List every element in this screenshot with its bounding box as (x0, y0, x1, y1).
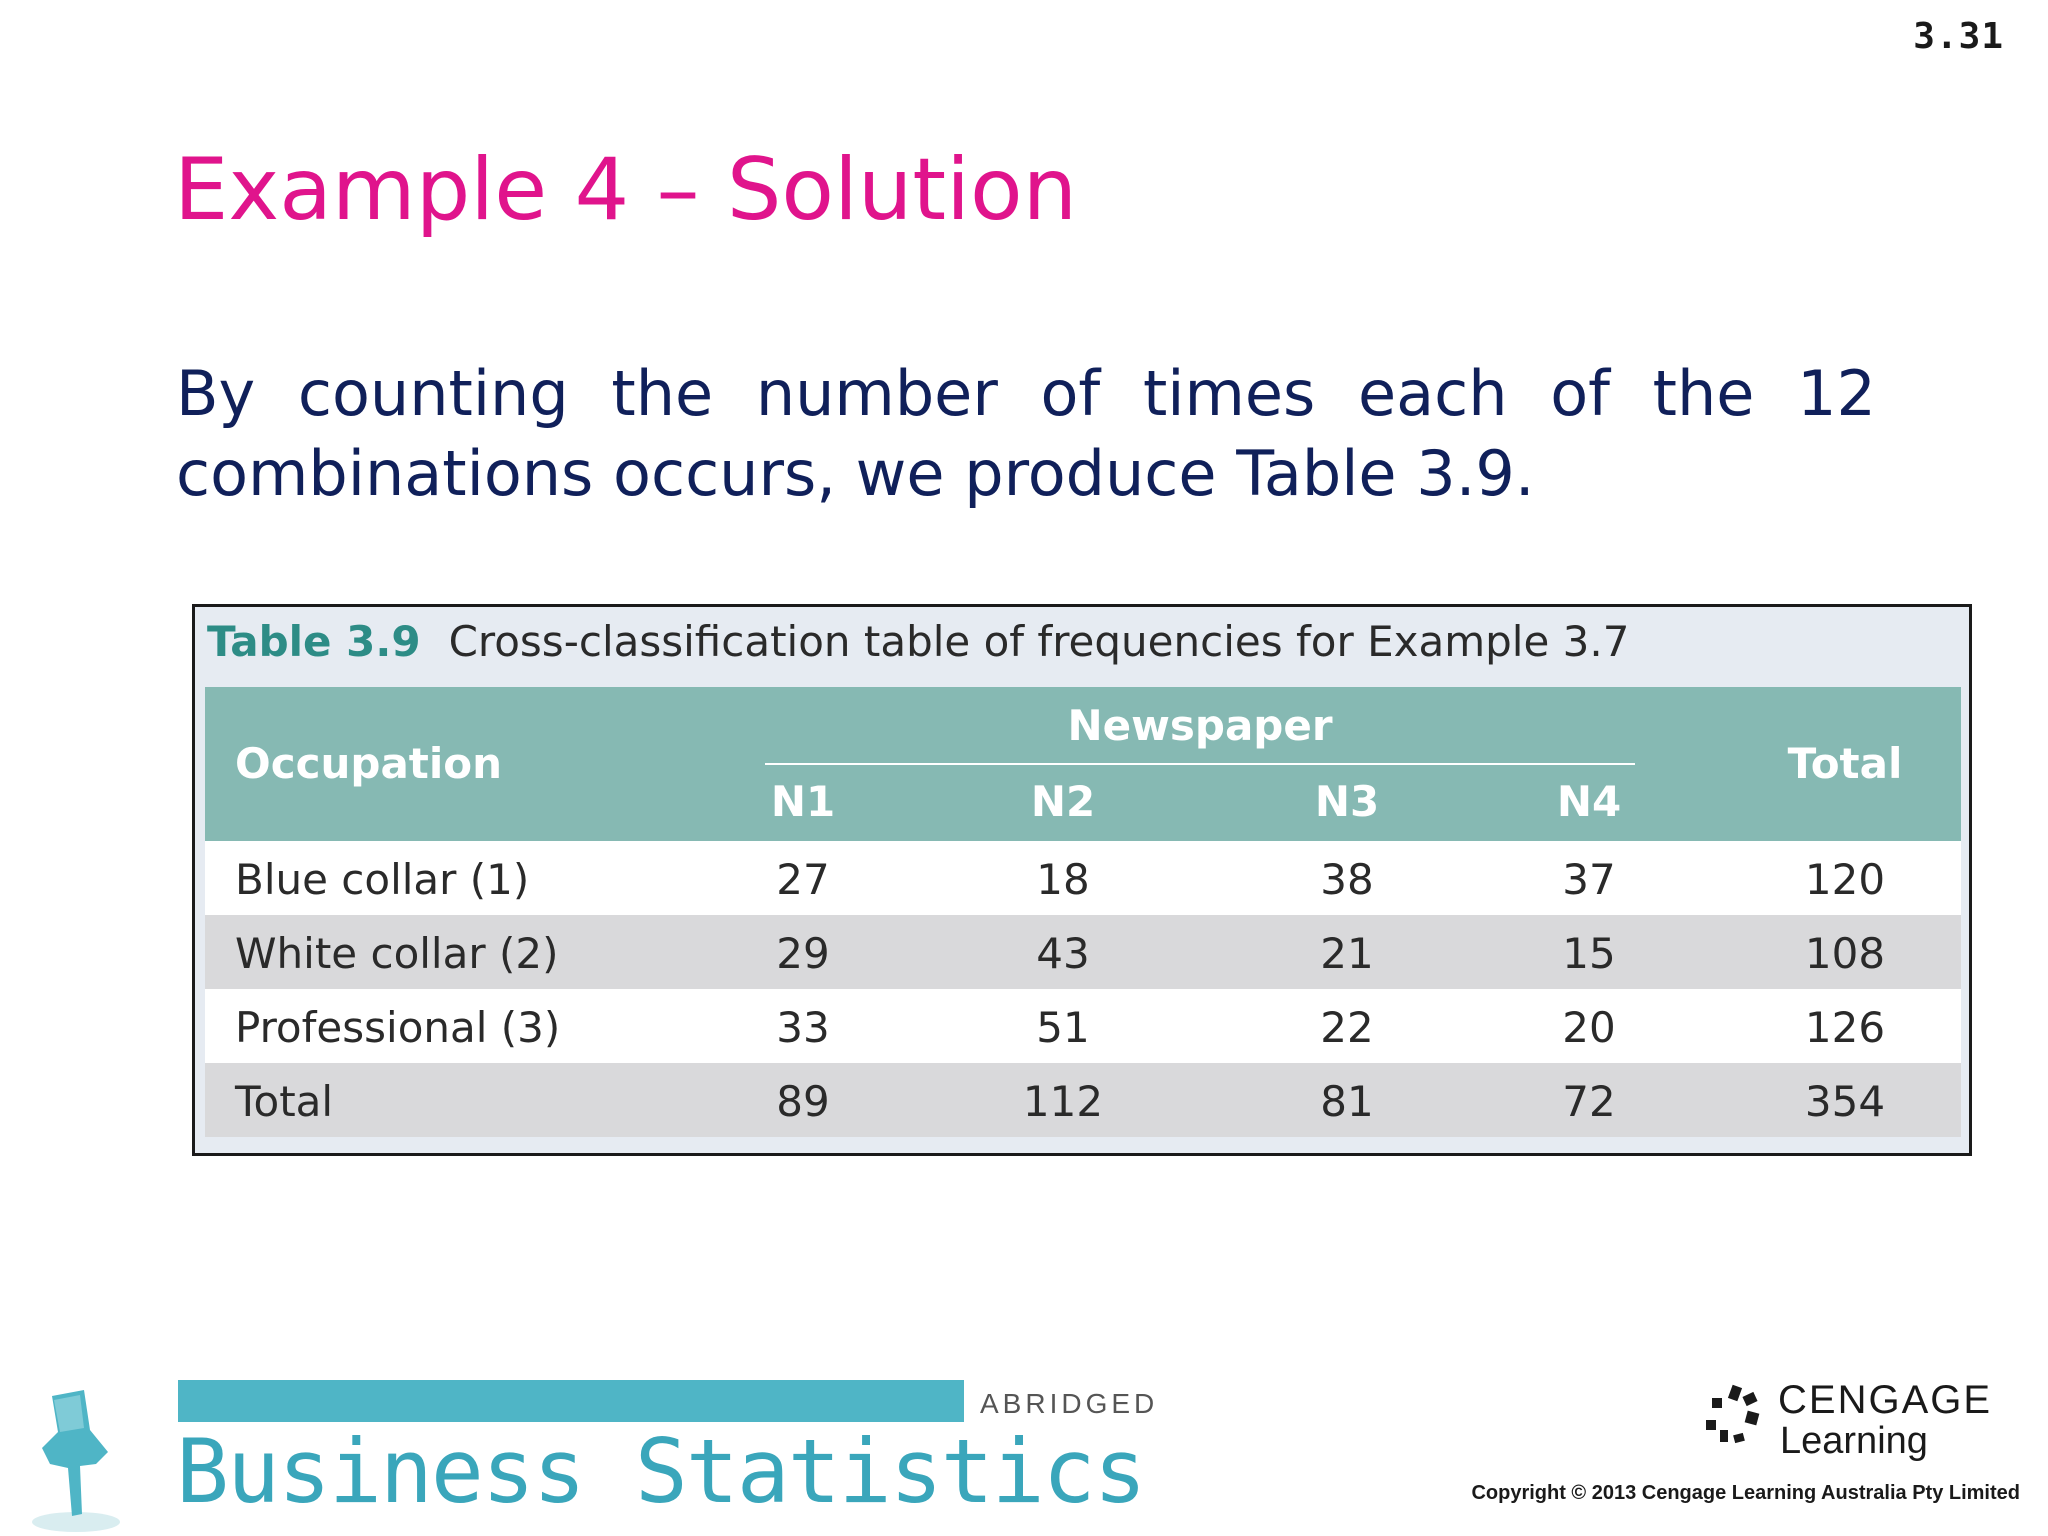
brand-bar (178, 1380, 964, 1422)
copyright-notice: Copyright © 2013 Cengage Learning Austra… (1471, 1482, 2020, 1504)
table-cell: 51 (1036, 1003, 1090, 1052)
book-title-logo: Business Statistics (176, 1420, 1147, 1523)
row-label: Professional (3) (235, 1003, 561, 1052)
table-cell: 112 (1022, 1077, 1104, 1126)
cengage-logo-icon (1706, 1384, 1760, 1444)
header-n4: N4 (1556, 777, 1622, 826)
table-figure: Table 3.9 Cross-classification table of f… (192, 604, 1972, 1156)
row-label: Total (235, 1077, 334, 1126)
brand-abridged: ABRIDGED (980, 1388, 1159, 1419)
table-cell: 27 (776, 855, 830, 904)
table-header-row: Occupation Newspaper Total N1 N2 N3 N4 (205, 687, 1961, 841)
row-label: Blue collar (1) (235, 855, 530, 904)
pushpin-icon (32, 1390, 120, 1532)
row-total: 120 (1804, 855, 1886, 904)
header-total: Total (1787, 739, 1903, 788)
row-total: 108 (1804, 929, 1886, 978)
header-n3: N3 (1314, 777, 1380, 826)
table-cell: 38 (1320, 855, 1374, 904)
body-paragraph: By counting the number of times each of … (176, 357, 1876, 510)
table-cell: 21 (1320, 929, 1374, 978)
slide-number: 3.31 (1913, 16, 2004, 57)
header-n2: N2 (1030, 777, 1096, 826)
table-cell: 43 (1036, 929, 1090, 978)
table-caption-text: Cross-classification table of frequencie… (448, 617, 1630, 666)
table-caption-number: Table 3.9 (207, 617, 421, 666)
table-cell: 72 (1562, 1077, 1616, 1126)
table-cell: 81 (1320, 1077, 1374, 1126)
header-n1: N1 (770, 777, 836, 826)
row-total: 126 (1804, 1003, 1886, 1052)
row-label: White collar (2) (235, 929, 559, 978)
table-row: Blue collar (1) 27 18 38 37 120 (205, 841, 1961, 915)
table-cell: 89 (776, 1077, 830, 1126)
table-cell: 22 (1320, 1003, 1374, 1052)
publisher-name: CENGAGE (1778, 1378, 1993, 1422)
table-row-total: Total 89 112 81 72 354 (205, 1063, 1961, 1137)
table-cell: 37 (1562, 855, 1616, 904)
table-row: Professional (3) 33 51 22 20 126 (205, 989, 1961, 1063)
grand-total: 354 (1804, 1077, 1886, 1126)
table-row: White collar (2) 29 43 21 15 108 (205, 915, 1961, 989)
table-cell: 15 (1562, 929, 1616, 978)
header-group-divider (765, 763, 1635, 765)
table-caption: Table 3.9 Cross-classification table of f… (207, 617, 1629, 666)
publisher-subname: Learning (1780, 1420, 1928, 1462)
table-cell: 29 (776, 929, 830, 978)
frequency-table: Occupation Newspaper Total N1 N2 N3 N4 B… (205, 687, 1961, 1137)
table-cell: 18 (1036, 855, 1090, 904)
header-occupation: Occupation (235, 739, 503, 788)
header-newspaper: Newspaper (1067, 701, 1333, 750)
table-cell: 33 (776, 1003, 830, 1052)
slide-title: Example 4 – Solution (174, 140, 1078, 240)
table-cell: 20 (1562, 1003, 1616, 1052)
